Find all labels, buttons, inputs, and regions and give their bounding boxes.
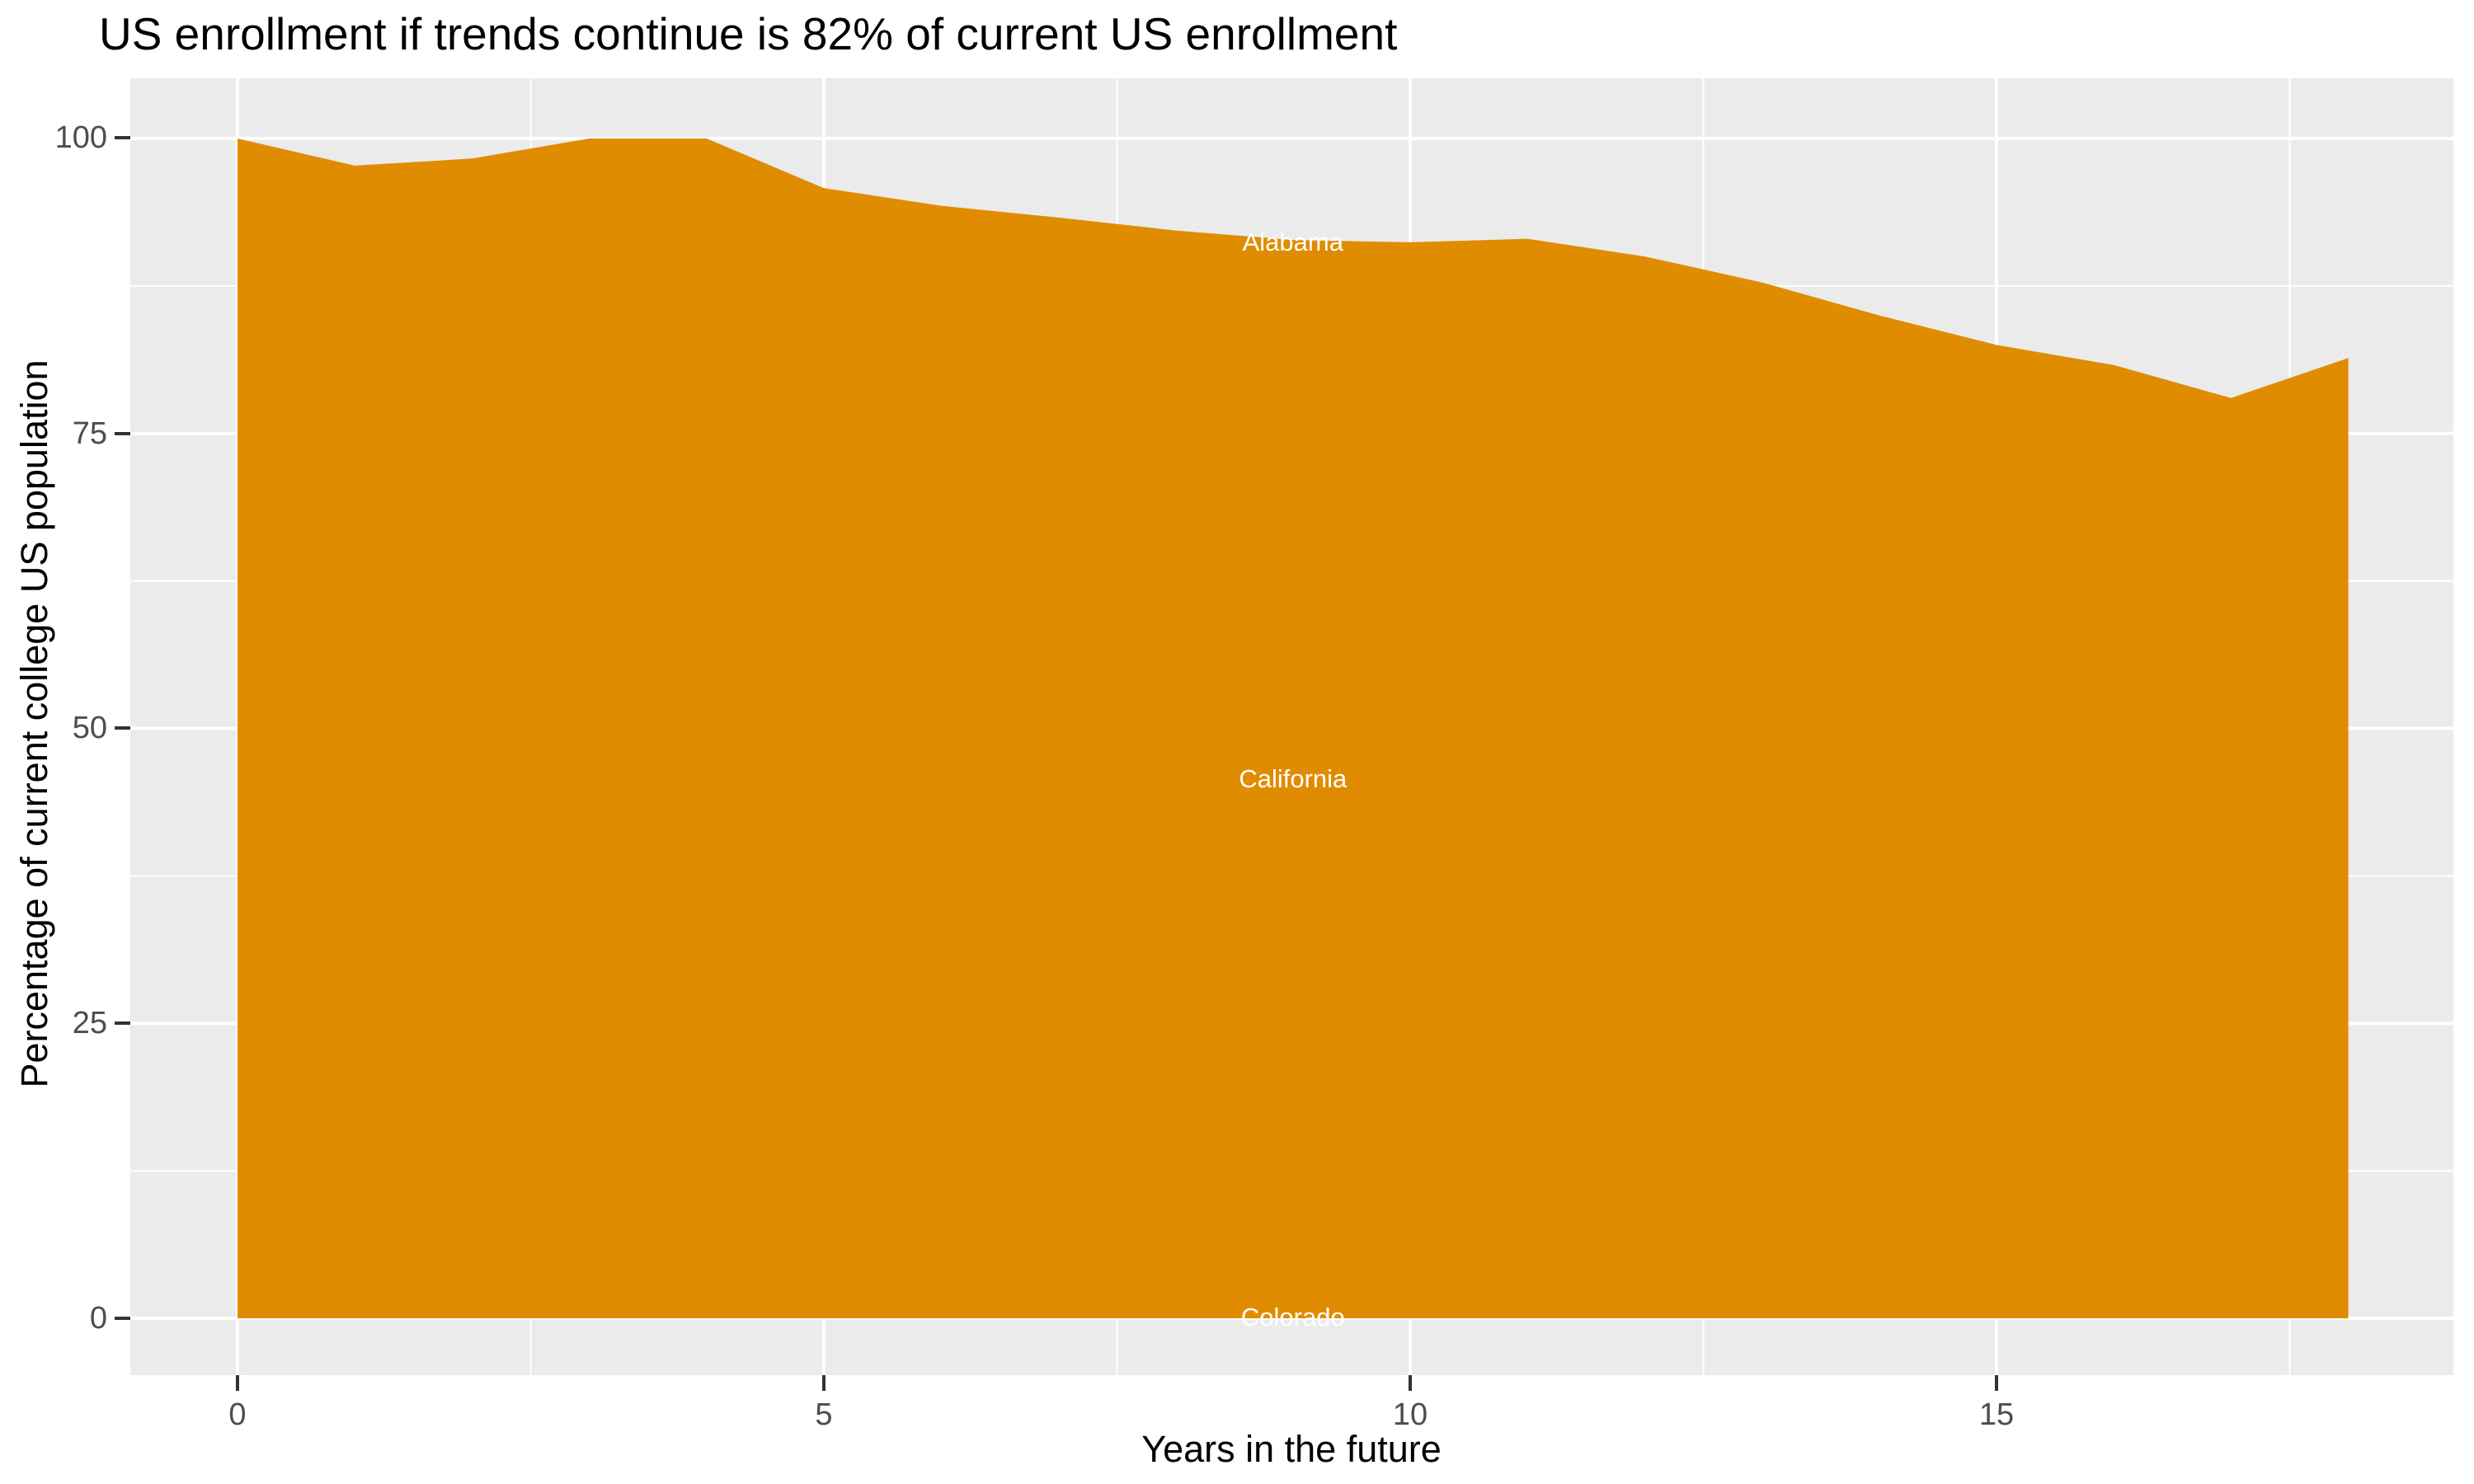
x-tick-label-10: 10 (1392, 1397, 1428, 1432)
band-label-colorado: Colorado (1240, 1302, 1345, 1331)
y-axis-tick (115, 1317, 130, 1320)
y-tick-label-50: 50 (72, 711, 107, 745)
plot-area-svg (130, 78, 2453, 1375)
y-tick-label-25: 25 (72, 1006, 107, 1040)
x-axis-title: Years in the future (1141, 1428, 1442, 1470)
x-axis-tick (1409, 1375, 1412, 1391)
x-tick-label-5: 5 (815, 1397, 833, 1432)
x-axis-tick (822, 1375, 825, 1391)
x-tick-label-15: 15 (1978, 1397, 2015, 1432)
y-tick-label-0: 0 (89, 1301, 107, 1336)
y-axis-tick (115, 726, 130, 730)
y-tick-label-75: 75 (72, 416, 107, 451)
y-tick-label-100: 100 (54, 120, 107, 155)
band-label-california: California (1239, 764, 1348, 793)
band-label-alabama: Alabama (1242, 227, 1343, 256)
plot-title: US enrollment if trends continue is 82% … (99, 8, 1398, 59)
enrollment-area (238, 139, 2349, 1318)
y-axis-tick (115, 432, 130, 435)
y-axis-tick (115, 136, 130, 139)
x-tick-label-0: 0 (228, 1397, 247, 1432)
x-axis-tick (1995, 1375, 1998, 1391)
x-axis-tick (236, 1375, 239, 1391)
y-axis-tick (115, 1021, 130, 1025)
plot-panel: Alabama California Colorado (130, 78, 2453, 1375)
